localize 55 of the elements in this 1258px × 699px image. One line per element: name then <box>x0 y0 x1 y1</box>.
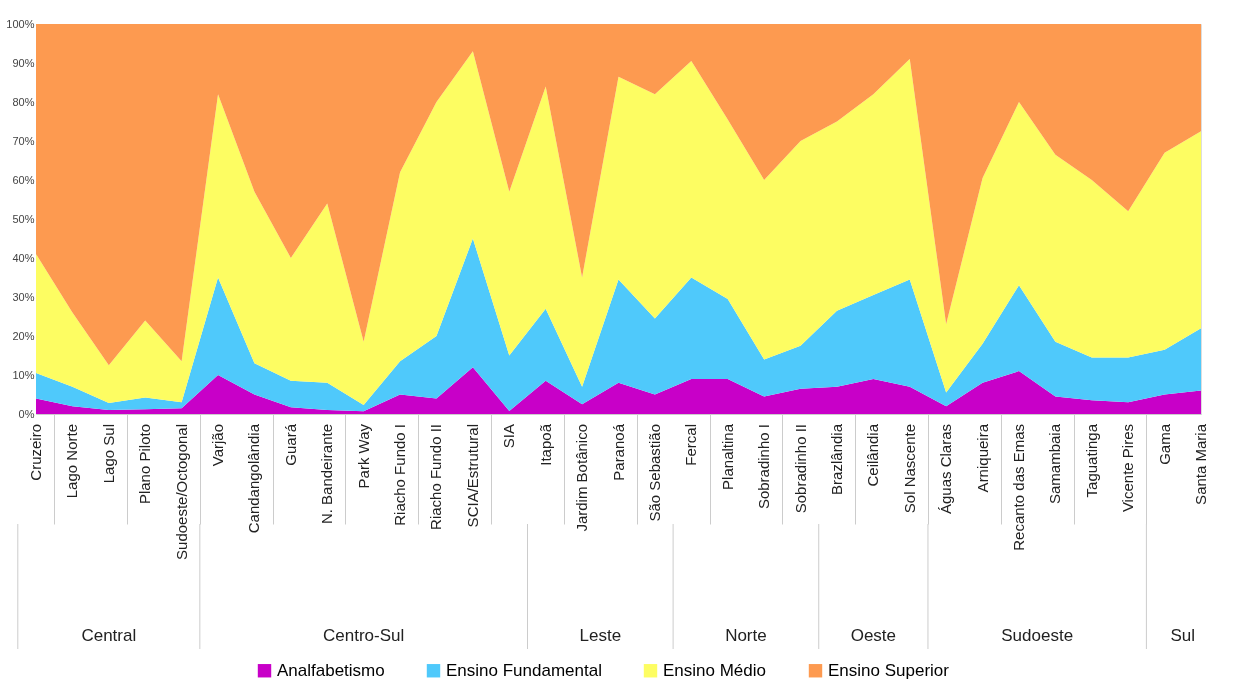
legend-label: Ensino Fundamental <box>446 660 602 680</box>
x-tick-label: Águas Claras <box>937 424 955 515</box>
y-tick-label: 100% <box>6 17 35 30</box>
x-tick-label: N. Bandeirante <box>318 424 336 525</box>
text: Sudoeste <box>1001 626 1074 645</box>
x-tick-label: Vicente Pires <box>1119 424 1137 513</box>
legend-label: Analfabetismo <box>277 660 385 680</box>
text: Sul <box>1170 626 1196 645</box>
x-tick-label: Planaltina <box>718 423 736 490</box>
legend-label: Ensino Superior <box>828 660 950 680</box>
x-tick-label: Sol Nascente <box>900 424 918 514</box>
legend-label: Ensino Médio <box>663 660 767 680</box>
text: Centro-Sul <box>323 626 405 645</box>
x-tick-label: Brazlândia <box>827 423 845 495</box>
text: Norte <box>725 626 767 645</box>
x-tick-label: Plano Piloto <box>136 424 154 505</box>
x-tick-label: SCIA/Estrutural <box>463 424 481 528</box>
text: Central <box>81 626 137 645</box>
x-tick-label: SIA <box>500 424 518 449</box>
y-tick-label: 0% <box>18 407 35 420</box>
text: Oeste <box>850 626 897 645</box>
x-tick-label: Riacho Fundo I <box>391 424 409 526</box>
y-tick-label: 30% <box>12 290 35 303</box>
x-tick-label: Itapoã <box>536 423 554 466</box>
x-tick-label: Lago Norte <box>63 424 81 499</box>
y-tick-label: 80% <box>12 95 35 108</box>
x-tick-label: Candangolândia <box>245 423 263 534</box>
x-tick-label: Samambaia <box>1046 423 1064 505</box>
x-tick-label: Guará <box>281 423 299 466</box>
x-tick-label: Paranoá <box>609 423 627 481</box>
x-tick-label: Arniqueira <box>973 423 991 493</box>
x-tick-label: Gama <box>1155 423 1173 465</box>
text: Leste <box>579 626 622 645</box>
x-tick-label: Lago Sul <box>99 424 117 484</box>
x-tick-label: Taguatinga <box>1082 423 1100 498</box>
x-tick-label: Park Way <box>354 423 372 489</box>
y-tick-label: 40% <box>12 251 35 264</box>
x-tick-label: Santa Maria <box>1192 423 1209 505</box>
x-tick-label: Ceilândia <box>864 423 882 487</box>
y-tick-label: 50% <box>12 212 35 225</box>
x-tick-label: Jardim Botânico <box>573 424 591 532</box>
x-tick-label: Sobradinho I <box>755 424 773 510</box>
y-tick-label: 10% <box>12 368 35 381</box>
y-tick-label: 90% <box>12 56 35 69</box>
y-tick-label: 60% <box>12 173 35 186</box>
x-tick-label: Sobradinho II <box>791 424 809 514</box>
y-tick-label: 70% <box>12 134 35 147</box>
x-tick-label: Recanto das Emas <box>1009 424 1027 551</box>
x-tick-label: Riacho Fundo II <box>427 424 445 530</box>
y-tick-label: 20% <box>12 329 35 342</box>
x-tick-label: Cruzeiro <box>27 424 44 481</box>
x-tick-label: Varjão <box>209 424 227 467</box>
x-tick-label: Fercal <box>682 424 700 466</box>
x-tick-label: Sudoeste/Octogonal <box>172 424 190 560</box>
x-tick-label: São Sebastião <box>645 424 663 522</box>
